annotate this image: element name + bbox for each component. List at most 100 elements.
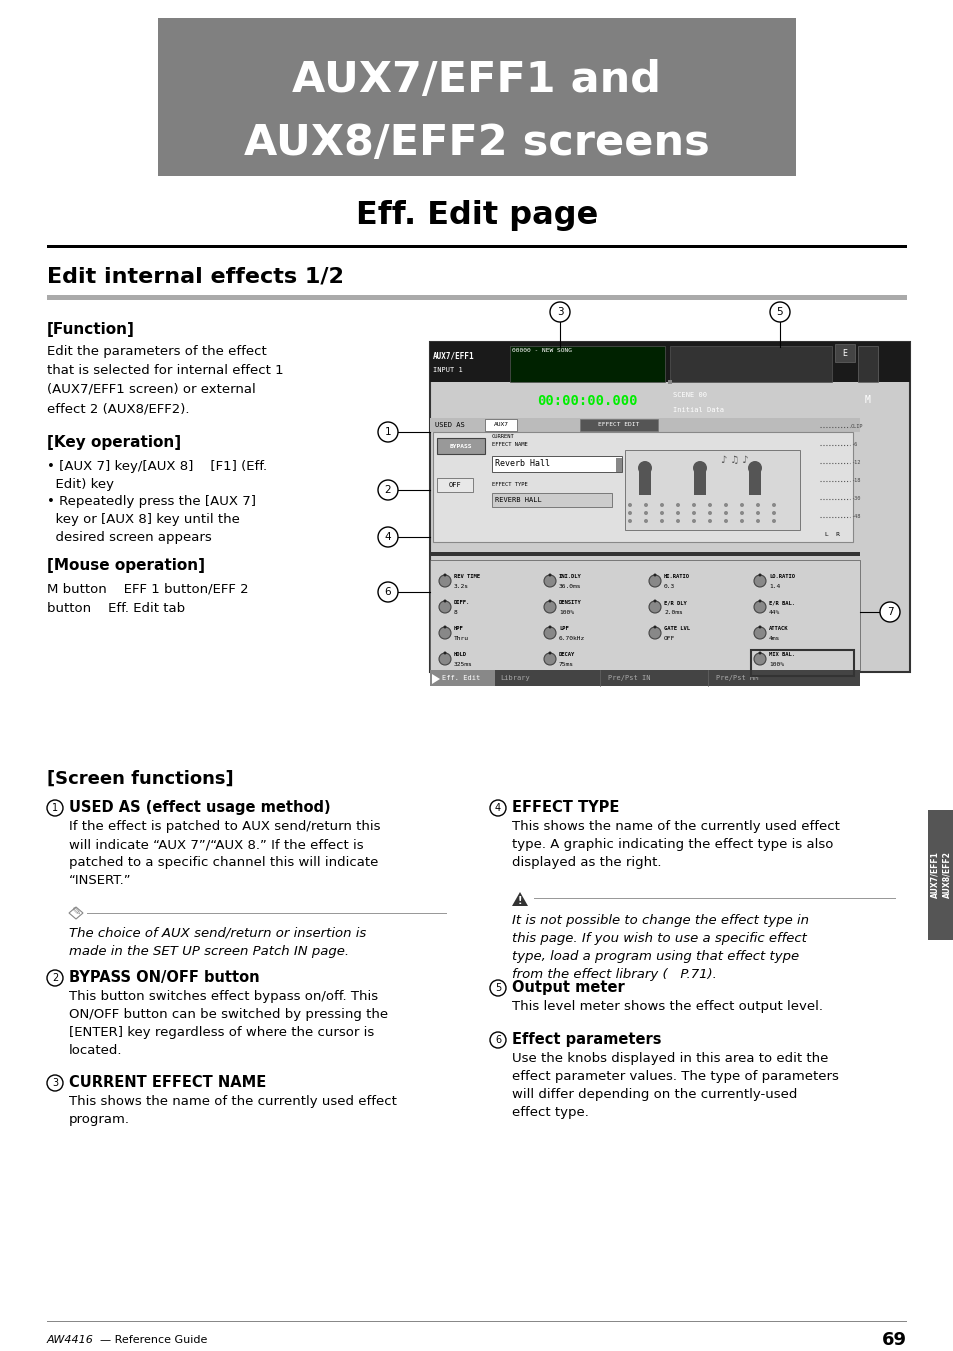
- Text: BYPASS ON/OFF button: BYPASS ON/OFF button: [69, 970, 259, 985]
- Text: LPF: LPF: [558, 627, 568, 631]
- Circle shape: [443, 600, 446, 603]
- Text: Effect parameters: Effect parameters: [512, 1032, 660, 1047]
- Text: [Key operation]: [Key operation]: [47, 435, 181, 450]
- Circle shape: [676, 519, 679, 523]
- Bar: [748, 470, 760, 494]
- Text: AUX7/EFF1: AUX7/EFF1: [433, 351, 475, 361]
- Text: 4: 4: [384, 532, 391, 542]
- Circle shape: [740, 519, 743, 523]
- Text: E: E: [841, 349, 846, 358]
- Bar: [430, 561, 859, 670]
- Circle shape: [659, 503, 663, 507]
- Text: [Function]: [Function]: [47, 322, 134, 336]
- Text: HPF: HPF: [454, 627, 463, 631]
- Text: 2: 2: [51, 973, 58, 984]
- Text: [Mouse operation]: [Mouse operation]: [47, 558, 205, 573]
- Text: INPUT 1: INPUT 1: [433, 367, 462, 373]
- Text: 100%: 100%: [558, 609, 574, 615]
- Bar: [47, 1320, 906, 1323]
- Text: 5: 5: [776, 307, 782, 317]
- Text: Eff. Edit page: Eff. Edit page: [355, 200, 598, 231]
- Text: — Reference Guide: — Reference Guide: [100, 1335, 207, 1346]
- Text: 5: 5: [495, 984, 500, 993]
- Text: INI.DLY: INI.DLY: [558, 574, 581, 580]
- Circle shape: [676, 511, 679, 515]
- Circle shape: [758, 600, 760, 603]
- Text: • [AUX 7] key/[AUX 8]    [F1] (Eff.
  Edit) key: • [AUX 7] key/[AUX 8] [F1] (Eff. Edit) k…: [47, 459, 267, 490]
- Circle shape: [740, 503, 743, 507]
- Bar: [430, 553, 859, 557]
- Text: MIX BAL.: MIX BAL.: [768, 653, 794, 658]
- Text: If the effect is patched to AUX send/return this
will indicate “AUX 7”/“AUX 8.” : If the effect is patched to AUX send/ret…: [69, 820, 380, 888]
- Text: 00000 - NEW SONG: 00000 - NEW SONG: [512, 347, 572, 353]
- Circle shape: [627, 503, 631, 507]
- Text: 6.70kHz: 6.70kHz: [558, 635, 584, 640]
- Text: This button switches effect bypass on/off. This
ON/OFF button can be switched by: This button switches effect bypass on/of…: [69, 990, 388, 1056]
- Circle shape: [648, 601, 660, 613]
- Text: Pre/Pst MM: Pre/Pst MM: [716, 676, 758, 681]
- Circle shape: [543, 601, 556, 613]
- Text: ♪ ♫ ♪: ♪ ♫ ♪: [720, 455, 748, 465]
- Bar: [667, 380, 671, 384]
- Bar: [834, 345, 854, 362]
- Text: DENSITY: DENSITY: [558, 600, 581, 605]
- Text: -18: -18: [850, 478, 860, 484]
- Circle shape: [47, 1075, 63, 1092]
- Text: Eff. Edit: Eff. Edit: [441, 676, 479, 681]
- Text: 4ms: 4ms: [768, 635, 780, 640]
- Bar: [430, 670, 859, 686]
- Text: 7: 7: [885, 607, 892, 617]
- Circle shape: [548, 574, 551, 577]
- Text: 6: 6: [384, 586, 391, 597]
- Polygon shape: [432, 674, 439, 684]
- Bar: [857, 346, 877, 382]
- Text: EFFECT TYPE: EFFECT TYPE: [492, 481, 527, 486]
- Circle shape: [753, 576, 765, 586]
- Circle shape: [627, 511, 631, 515]
- Bar: [433, 432, 852, 542]
- Text: 44%: 44%: [768, 609, 780, 615]
- Bar: [510, 346, 664, 382]
- Circle shape: [548, 651, 551, 654]
- Text: M button    EFF 1 button/EFF 2
button    Eff. Edit tab: M button EFF 1 button/EFF 2 button Eff. …: [47, 584, 249, 615]
- Circle shape: [753, 627, 765, 639]
- Bar: [639, 470, 650, 494]
- Circle shape: [755, 519, 760, 523]
- Circle shape: [676, 503, 679, 507]
- Bar: [750, 650, 853, 676]
- Bar: [430, 670, 495, 686]
- Bar: [669, 346, 831, 382]
- Text: Edit internal effects 1/2: Edit internal effects 1/2: [47, 267, 343, 286]
- Circle shape: [47, 970, 63, 986]
- Circle shape: [443, 626, 446, 628]
- Text: 3: 3: [557, 307, 562, 317]
- Text: Edit the parameters of the effect
that is selected for internal effect 1
(AUX7/E: Edit the parameters of the effect that i…: [47, 345, 283, 415]
- Text: HOLD: HOLD: [454, 653, 467, 658]
- Circle shape: [438, 601, 451, 613]
- Circle shape: [755, 503, 760, 507]
- Circle shape: [438, 576, 451, 586]
- Text: 2: 2: [384, 485, 391, 494]
- Text: This shows the name of the currently used effect
type. A graphic indicating the : This shows the name of the currently use…: [512, 820, 839, 869]
- Circle shape: [548, 600, 551, 603]
- Text: Initial Data: Initial Data: [672, 407, 723, 413]
- Circle shape: [377, 582, 397, 603]
- Circle shape: [691, 511, 696, 515]
- Bar: [616, 458, 621, 471]
- Bar: [87, 912, 447, 915]
- Circle shape: [692, 461, 706, 476]
- Text: USED AS (effect usage method): USED AS (effect usage method): [69, 800, 331, 815]
- Text: -30: -30: [850, 497, 860, 501]
- Circle shape: [377, 422, 397, 442]
- Circle shape: [490, 800, 505, 816]
- Text: CURRENT: CURRENT: [492, 434, 515, 439]
- Bar: [430, 342, 909, 671]
- Text: GATE LVL: GATE LVL: [663, 627, 689, 631]
- Text: AUX7/EFF1
AUX8/EFF2: AUX7/EFF1 AUX8/EFF2: [930, 851, 950, 898]
- Circle shape: [723, 511, 727, 515]
- Circle shape: [755, 511, 760, 515]
- Text: OFF: OFF: [663, 635, 675, 640]
- Circle shape: [438, 653, 451, 665]
- Circle shape: [627, 519, 631, 523]
- Text: HI.RATIO: HI.RATIO: [663, 574, 689, 580]
